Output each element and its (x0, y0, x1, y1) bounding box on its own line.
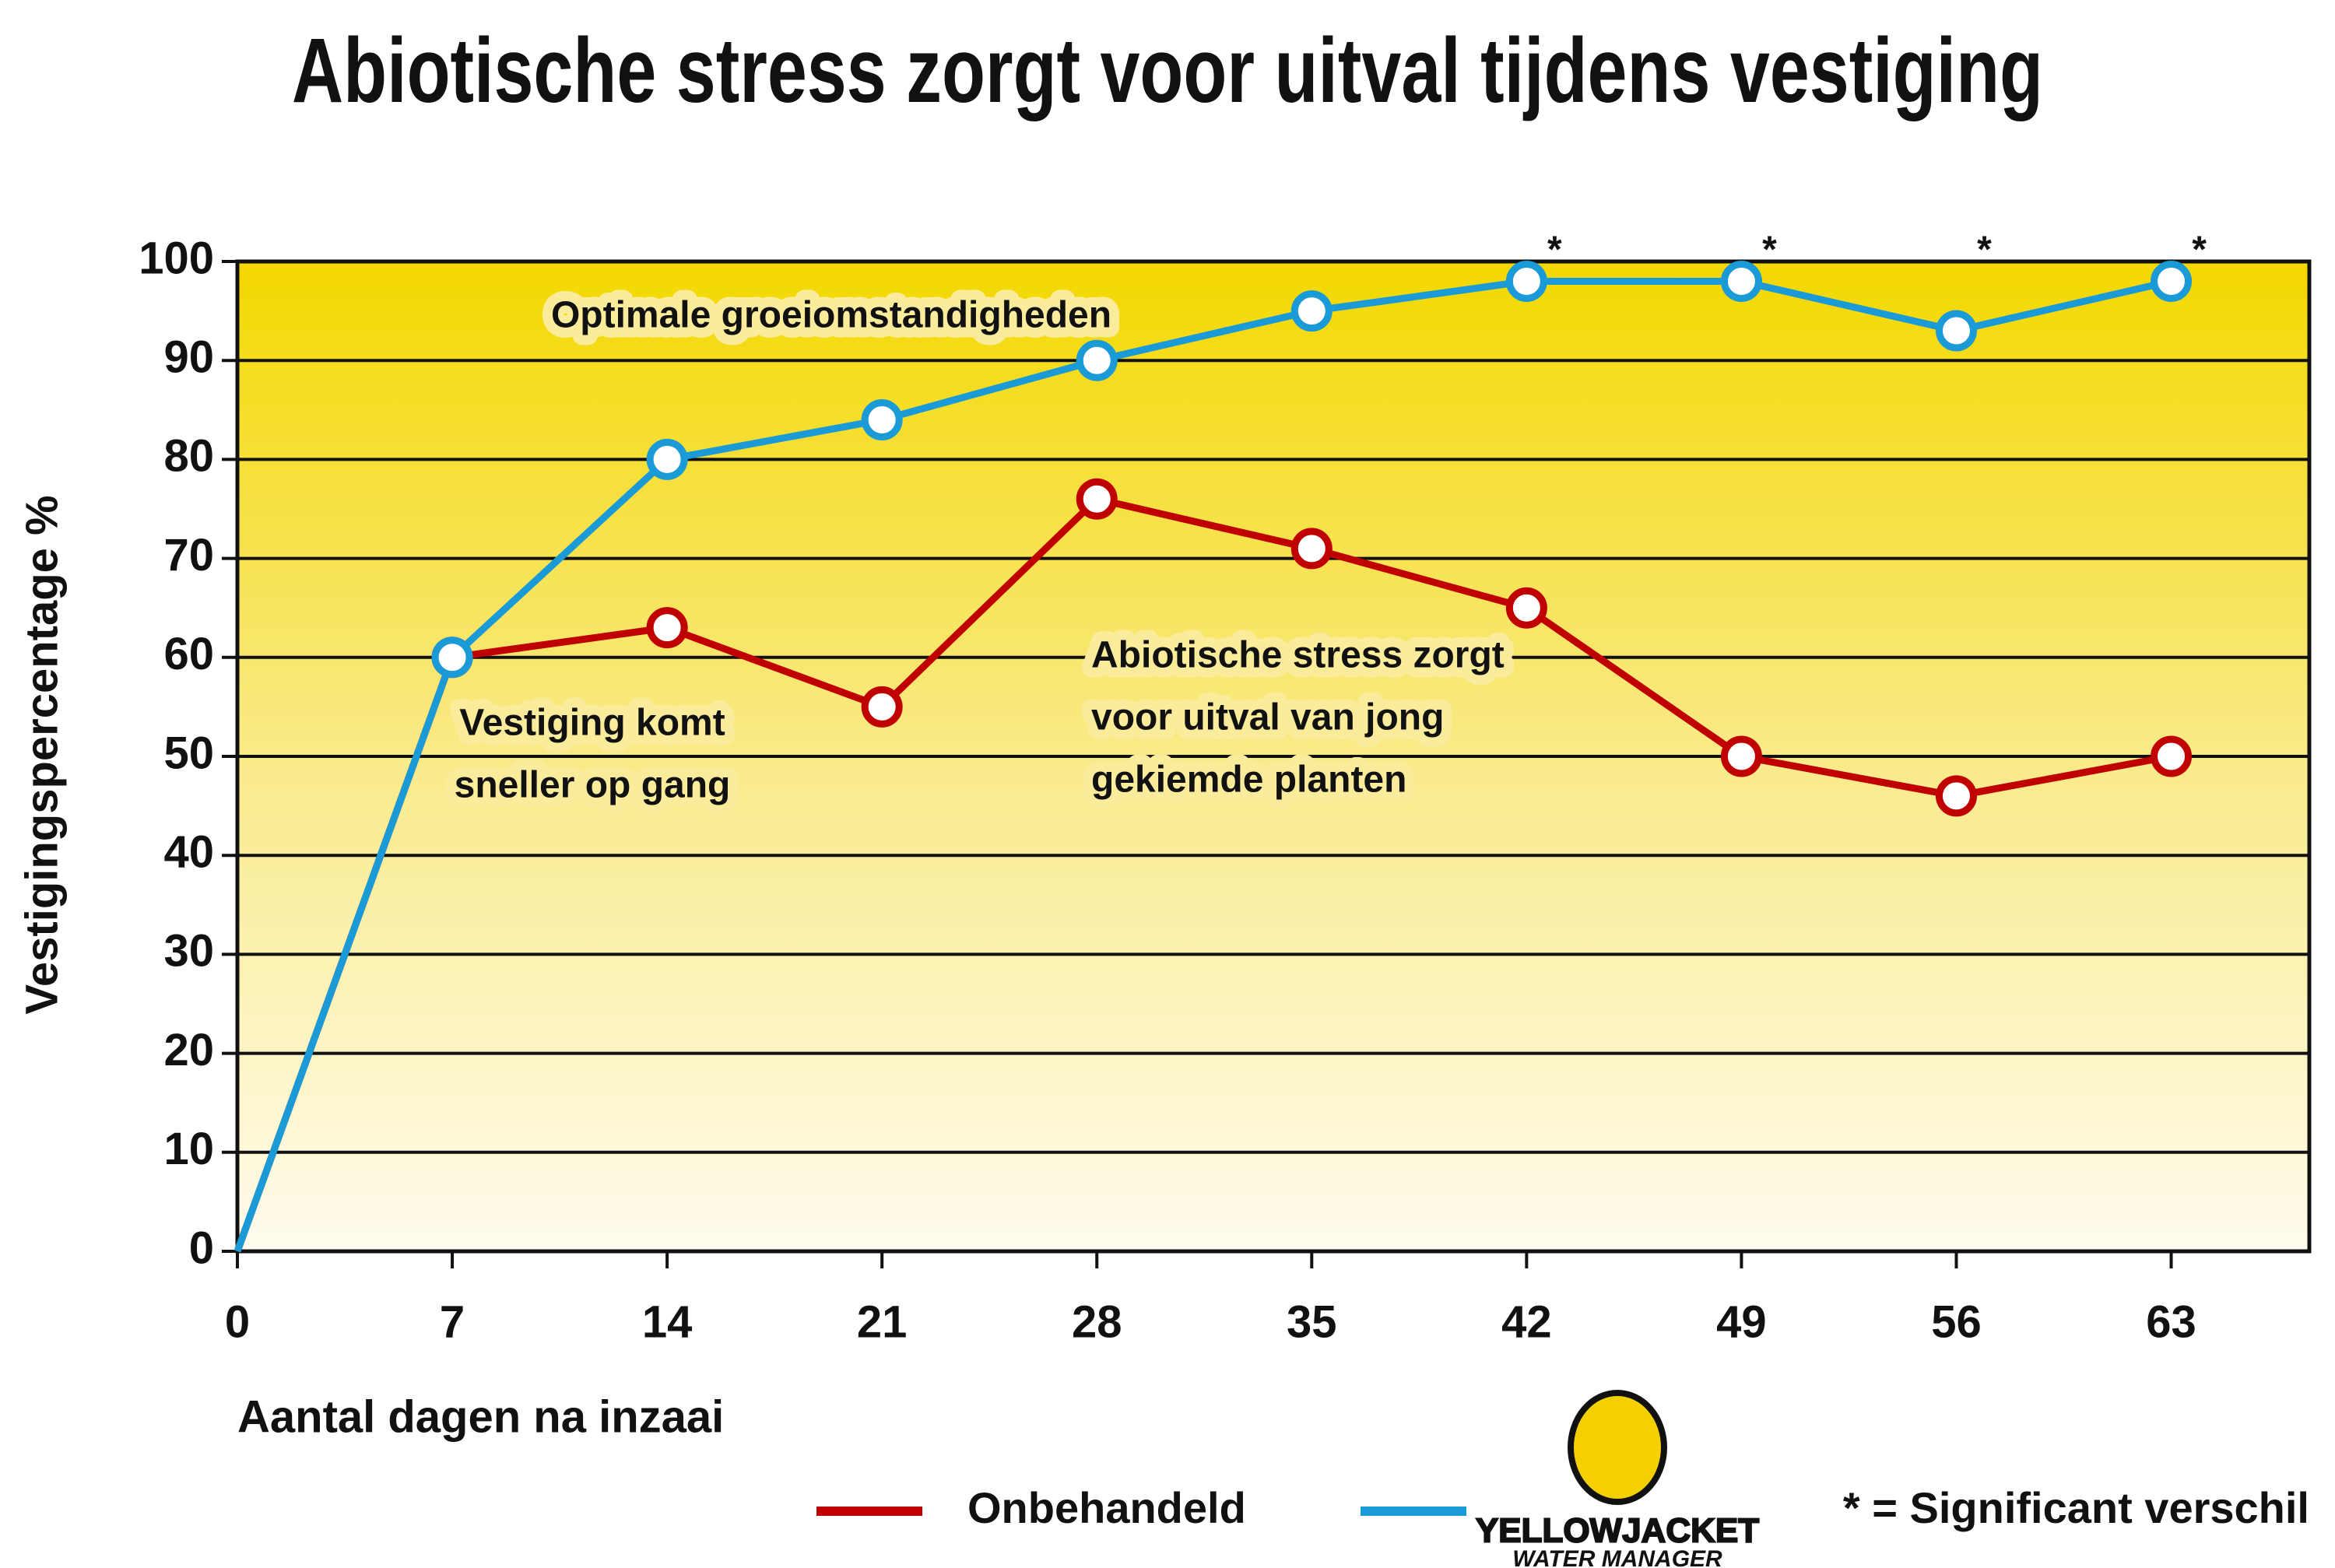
marker (1720, 260, 1762, 302)
annotation: Optimale groeiomstandigheden (551, 295, 1111, 336)
x-tick-label: 42 (1501, 1296, 1552, 1347)
marker (1935, 775, 1977, 817)
annotation: Abiotische stress zorgt (1091, 635, 1505, 676)
marker (1935, 310, 1977, 352)
y-tick-label: 20 (163, 1025, 214, 1075)
x-tick-label: 28 (1072, 1296, 1122, 1347)
marker (2151, 260, 2193, 302)
marker (646, 438, 688, 480)
y-tick-label: 90 (163, 332, 214, 383)
marker (1720, 735, 1762, 777)
y-tick-label: 60 (163, 629, 214, 679)
marker (861, 686, 903, 728)
y-axis-label: Vestigingspercentage % (16, 495, 67, 1014)
y-tick-label: 80 (163, 431, 214, 482)
legend-label: Onbehandeld (967, 1483, 1246, 1532)
marker (646, 607, 688, 649)
x-tick-label: 49 (1716, 1296, 1767, 1347)
marker (1076, 478, 1118, 520)
x-axis-label: Aantal dagen na inzaai (237, 1391, 724, 1442)
x-tick-label: 14 (642, 1296, 693, 1347)
series-line (234, 495, 2172, 1253)
significance-marker: * (2192, 230, 2207, 271)
logo-bee (1568, 1390, 1667, 1505)
plot-border (235, 259, 2312, 1254)
y-tick-label: 70 (163, 530, 214, 581)
y-tick-label: 30 (163, 926, 214, 977)
x-tick-label: 21 (857, 1296, 908, 1347)
significance-marker: * (1762, 230, 1777, 271)
marker (1290, 290, 1333, 332)
marker (1076, 339, 1118, 381)
x-tick-label: 35 (1287, 1296, 1337, 1347)
legend-label: YELLOWJACKET (1476, 1512, 1759, 1550)
marker (431, 637, 473, 679)
marker (1505, 260, 1547, 302)
marker (1290, 528, 1333, 570)
y-tick-label: 40 (163, 827, 214, 878)
x-tick-label: 0 (225, 1296, 250, 1347)
y-tick-label: 10 (163, 1124, 214, 1174)
footnote: * = Significant verschil (1843, 1483, 2309, 1532)
y-tick-label: 0 (189, 1222, 214, 1273)
significance-marker: * (1547, 230, 1562, 271)
series-line (234, 277, 2172, 1253)
x-tick-label: 7 (440, 1296, 465, 1347)
x-tick-label: 56 (1931, 1296, 1982, 1347)
annotation: Vestiging komt (459, 703, 725, 744)
annotation: sneller op gang (455, 765, 731, 806)
marker (2151, 735, 2193, 777)
annotation: voor uitval van jong (1091, 697, 1444, 738)
marker (1505, 587, 1547, 629)
marker (861, 399, 903, 441)
chart-title: Abiotische stress zorgt voor uitval tijd… (292, 19, 2043, 122)
y-tick-label: 50 (163, 728, 214, 778)
significance-marker: * (1977, 230, 1992, 271)
annotation: gekiemde planten (1091, 759, 1406, 801)
logo-subtitle: WATER MANAGER (1512, 1546, 1722, 1568)
x-tick-label: 63 (2146, 1296, 2196, 1347)
y-tick-label: 100 (139, 233, 214, 283)
